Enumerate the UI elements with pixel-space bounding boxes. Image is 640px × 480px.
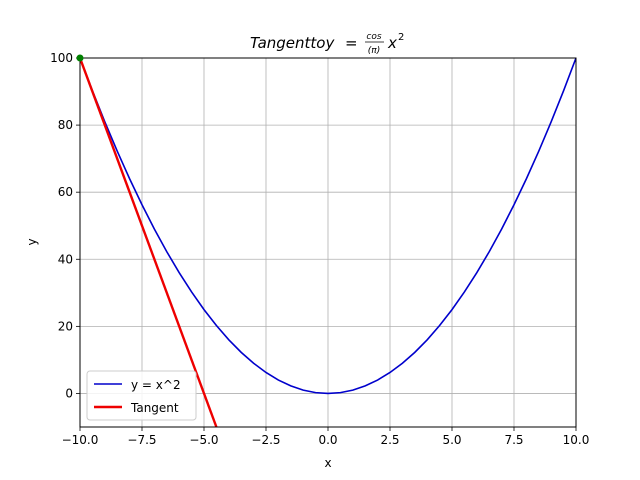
x-tick-label: 7.5 — [504, 433, 523, 447]
y-tick-label: 60 — [58, 185, 73, 199]
title-frac-num: cos — [366, 32, 381, 42]
x-tick-label: −2.5 — [251, 433, 280, 447]
chart-title: Tangenttoy = cos (π) x 2 — [250, 32, 404, 56]
y-tick-label: 20 — [58, 319, 73, 333]
grid — [79, 57, 577, 427]
y-tick-label: 80 — [58, 118, 73, 132]
title-var: x — [387, 34, 397, 52]
tangent-point — [76, 54, 84, 62]
y-axis-label: y — [25, 238, 39, 245]
title-prefix: Tangenttoy — [250, 34, 335, 52]
y-tick-label: 100 — [50, 51, 73, 65]
x-tick-label: −7.5 — [127, 433, 156, 447]
x-axis-label: x — [324, 456, 331, 470]
x-tick-label: −5.0 — [189, 433, 218, 447]
x-tick-label: 2.5 — [380, 433, 399, 447]
x-tick-label: −10.0 — [62, 433, 99, 447]
legend-label-parabola: y = x^2 — [131, 378, 181, 392]
series-line-parabola — [80, 58, 576, 395]
x-tick-label: 5.0 — [442, 433, 461, 447]
title-exp: 2 — [398, 32, 404, 43]
y-tick-label: 40 — [58, 252, 73, 266]
series-line-tangent — [80, 58, 218, 427]
x-tick-label: 0.0 — [318, 433, 337, 447]
x-axis: −10.0 −7.5 −5.0 −2.5 0.0 2.5 5.0 7.5 10.0 — [62, 427, 590, 447]
series-layer — [80, 58, 576, 427]
x-tick-label: 10.0 — [563, 433, 590, 447]
y-axis: 0 20 40 60 80 100 — [50, 51, 80, 400]
legend-label-tangent: Tangent — [130, 401, 179, 415]
y-tick-label: 0 — [65, 386, 73, 400]
legend: y = x^2 Tangent — [86, 370, 197, 421]
title-equals: = — [345, 34, 358, 52]
title-frac-den: (π) — [368, 46, 380, 56]
